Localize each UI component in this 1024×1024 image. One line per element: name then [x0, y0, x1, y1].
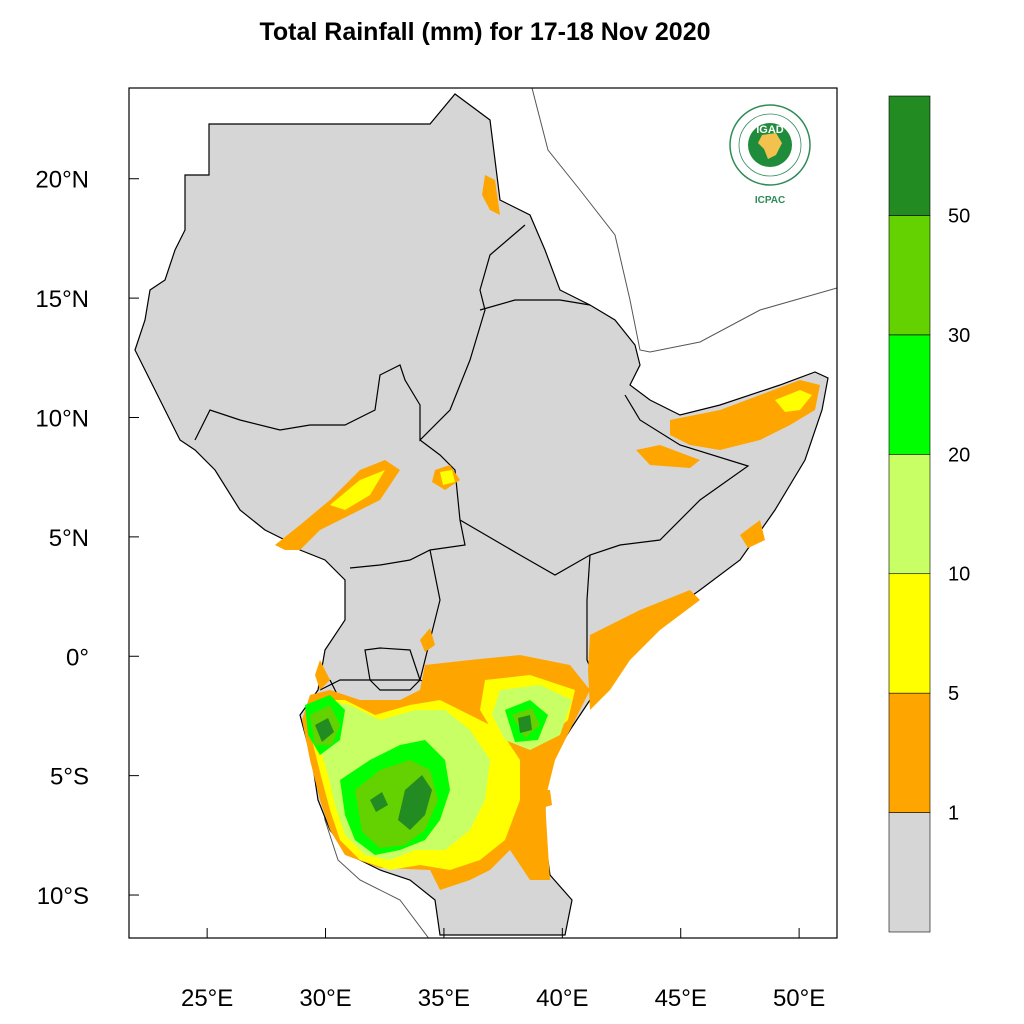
colorbar-bin — [888, 812, 931, 933]
lat-tick-label: 10°N — [35, 405, 89, 432]
lon-tick-label: 40°E — [536, 985, 588, 1012]
colorbar-label: 30 — [948, 325, 970, 347]
lat-tick-label: 5°S — [50, 764, 89, 791]
igad-icpac-logo: IGAD ICPAC — [729, 104, 811, 206]
colorbar-label: 50 — [948, 205, 970, 227]
lat-tick-label: 10°S — [37, 883, 89, 910]
colorbar: 1 5 10 20 30 50 — [888, 95, 970, 933]
lon-tick-label: 30°E — [299, 985, 351, 1012]
colorbar-label: 20 — [948, 444, 970, 466]
logo-igad-text: IGAD — [756, 124, 784, 136]
lon-tick-label: 45°E — [655, 985, 707, 1012]
map-frame — [128, 87, 838, 939]
logo-icpac-text: ICPAC — [755, 195, 785, 206]
colorbar-label: 1 — [948, 803, 959, 825]
lat-tick-label: 5°N — [49, 525, 89, 552]
latitude-axis: 20°N 15°N 10°N 5°N 0° 5°S 10°S — [35, 167, 139, 910]
colorbar-bin — [888, 334, 931, 455]
map-area: IGAD ICPAC — [134, 88, 837, 938]
colorbar-bin — [888, 573, 931, 694]
colorbar-bin — [888, 692, 931, 813]
colorbar-label: 5 — [948, 683, 959, 705]
colorbar-label: 10 — [948, 564, 970, 586]
lon-tick-label: 25°E — [181, 985, 233, 1012]
colorbar-bin — [888, 215, 931, 336]
map-title: Total Rainfall (mm) for 17-18 Nov 2020 — [259, 18, 711, 46]
lat-tick-label: 0° — [66, 644, 89, 671]
lon-tick-label: 50°E — [773, 985, 825, 1012]
red-sea-coast-line — [531, 88, 837, 353]
lat-tick-label: 15°N — [35, 286, 89, 313]
lon-tick-label: 35°E — [418, 985, 470, 1012]
colorbar-bin — [888, 453, 931, 575]
longitude-axis: 25°E 30°E 35°E 40°E 45°E 50°E — [181, 928, 825, 1012]
rainfall-over-50mm — [315, 715, 532, 830]
colorbar-bin — [888, 95, 931, 216]
lat-tick-label: 20°N — [35, 167, 89, 194]
